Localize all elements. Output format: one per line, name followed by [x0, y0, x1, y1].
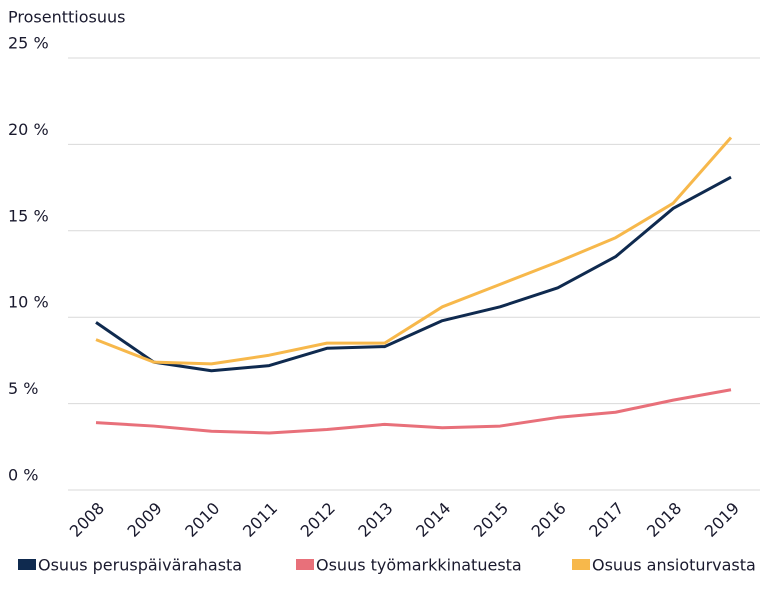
x-tick-label: 2010: [181, 499, 223, 541]
x-tick-label: 2016: [528, 499, 570, 541]
y-tick-label: 10 %: [8, 293, 49, 312]
y-tick-label: 25 %: [8, 34, 49, 53]
y-axis-label: Prosenttiosuus: [8, 8, 125, 27]
legend-swatch: [296, 559, 314, 570]
legend-label: Osuus ansioturvasta: [592, 556, 756, 575]
x-tick-label: 2012: [297, 499, 339, 541]
y-tick-label: 5 %: [8, 379, 38, 398]
y-tick-label: 20 %: [8, 120, 49, 139]
y-tick-label: 15 %: [8, 206, 49, 225]
x-tick-label: 2019: [701, 499, 743, 541]
x-tick-label: 2015: [470, 499, 512, 541]
x-tick-label: 2017: [585, 499, 627, 541]
x-tick-label: 2011: [239, 499, 281, 541]
x-tick-label: 2018: [643, 499, 685, 541]
x-tick-label: 2014: [412, 499, 454, 541]
legend-label: Osuus työmarkkinatuesta: [316, 556, 522, 575]
y-tick-label: 0 %: [8, 466, 38, 485]
x-tick-label: 2009: [124, 499, 166, 541]
series-line: [95, 175, 732, 373]
x-tick-label: 2013: [354, 499, 396, 541]
legend-label: Osuus peruspäivärahasta: [38, 556, 242, 575]
series-line: [95, 136, 733, 366]
x-tick-label: 2008: [66, 499, 108, 541]
legend-swatch: [572, 559, 590, 570]
legend-swatch: [18, 559, 36, 570]
series-line: [95, 388, 732, 435]
